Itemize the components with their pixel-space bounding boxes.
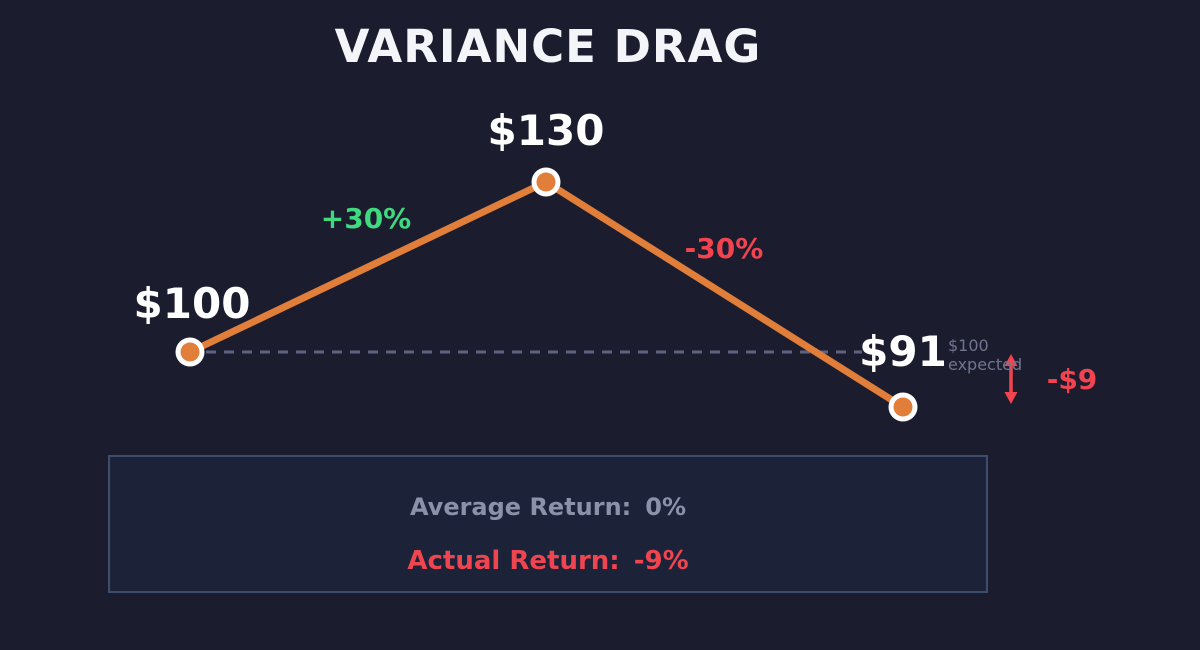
average-return-value: 0% [645,492,687,521]
actual-return-value: -9% [633,545,689,576]
average-return-label: Average Return: [409,492,632,521]
page-title: VARIANCE DRAG [334,20,762,73]
returns-summary-panel: Average Return: 0% Actual Return: -9% [108,455,988,593]
average-return-row: Average Return: 0% [410,495,686,519]
point-label-peak: $130 [487,106,605,155]
point-label-start: $100 [133,279,251,328]
actual-return-row: Actual Return: -9% [407,548,688,574]
point-marker-end [888,392,918,422]
loss-percent-label: -30% [684,232,764,265]
drag-amount-label: -$9 [1046,363,1098,396]
point-marker-start [175,337,205,367]
expected-value-line1: $100 [948,336,989,355]
expected-value-line2: expected [948,355,1023,374]
expected-value-label: $100 expected [948,336,1022,374]
price-line [186,178,907,411]
drag-arrow-icon [1004,354,1018,404]
point-marker-peak [531,167,561,197]
gain-percent-label: +30% [320,202,412,235]
actual-return-label: Actual Return: [407,545,620,576]
point-label-end: $91 [859,327,947,376]
